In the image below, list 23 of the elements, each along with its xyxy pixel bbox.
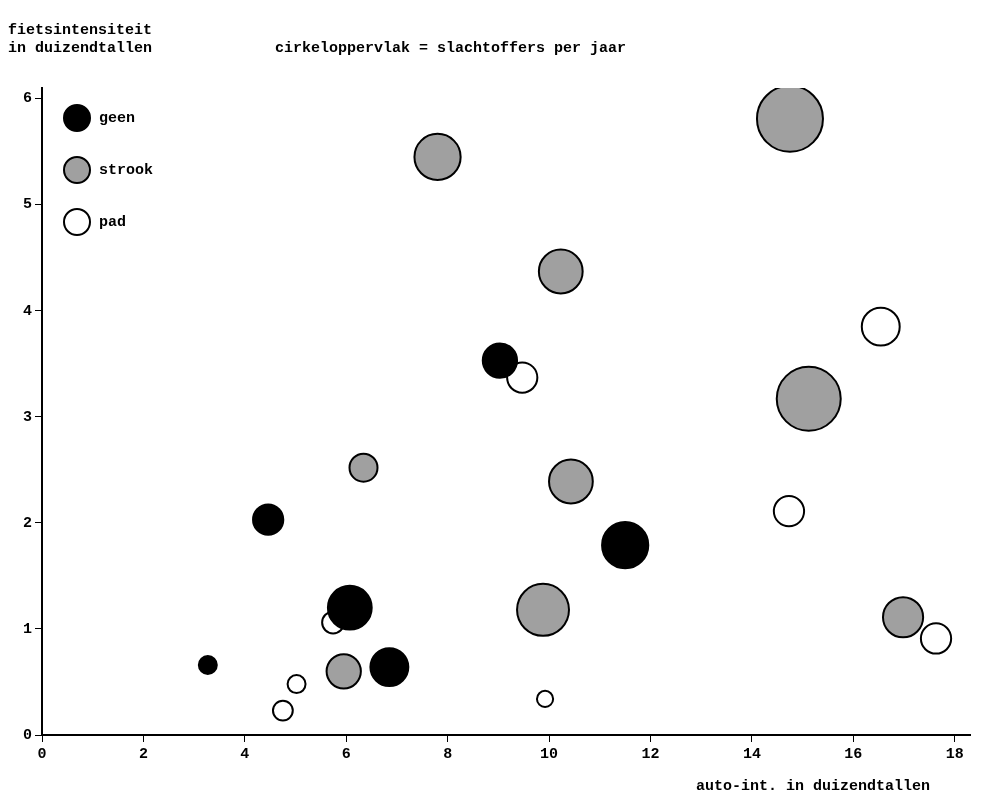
y-tick-label: 4 — [22, 302, 32, 320]
x-tick-label: 2 — [138, 745, 148, 763]
x-tick-label: 12 — [641, 745, 660, 763]
y-tick-label: 6 — [22, 90, 32, 108]
y-tick-label: 1 — [22, 620, 32, 638]
y-tick-label: 0 — [22, 726, 32, 744]
y-tick-label: 5 — [22, 196, 32, 214]
y-tick-label: 3 — [22, 408, 32, 426]
x-tick-label: 14 — [742, 745, 761, 763]
x-tick-label: 4 — [240, 745, 250, 763]
x-tick-label: 6 — [341, 745, 351, 763]
legend-label: pad — [99, 213, 127, 231]
legend-label: strook — [99, 161, 154, 179]
x-axis-title: auto-int. in duizendtallen — [695, 778, 930, 795]
x-tick-label: 8 — [443, 745, 453, 763]
legend-label: geen — [99, 109, 136, 127]
y-axis-title: fietsintensiteit in duizendtallen — [8, 22, 153, 57]
chart-title: cirkeloppervlak = slachtoffers per jaar — [275, 40, 627, 57]
x-tick-label: 16 — [844, 745, 863, 763]
x-tick-label: 10 — [540, 745, 559, 763]
y-tick-label: 2 — [22, 514, 32, 532]
x-tick-label: 0 — [37, 745, 47, 763]
x-tick-label: 18 — [945, 745, 964, 763]
